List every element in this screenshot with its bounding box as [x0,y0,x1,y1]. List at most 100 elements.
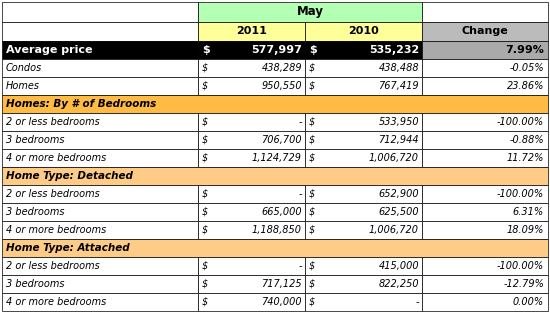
Bar [2,239,548,257]
Bar [198,185,305,203]
Text: May: May [296,5,323,18]
Bar [305,22,422,41]
Bar [422,221,548,239]
Text: 652,900: 652,900 [378,189,419,199]
Text: $: $ [202,63,208,73]
Text: $: $ [309,135,315,145]
Text: $: $ [202,45,210,55]
Text: -: - [415,297,419,307]
Text: Home Type: Detached: Home Type: Detached [6,171,133,181]
Text: -: - [299,189,302,199]
Text: 1,006,720: 1,006,720 [369,225,419,235]
Bar [198,131,305,149]
Text: 712,944: 712,944 [378,135,419,145]
Text: -0.88%: -0.88% [509,135,544,145]
Text: 717,125: 717,125 [261,279,302,289]
Text: 7.99%: 7.99% [505,45,544,55]
Bar [198,257,305,275]
Text: 4 or more bedrooms: 4 or more bedrooms [6,153,106,163]
Bar [198,22,305,41]
Bar [198,275,305,293]
Bar [305,203,422,221]
Text: -0.05%: -0.05% [509,63,544,73]
Text: 1,188,850: 1,188,850 [252,225,302,235]
Text: 950,550: 950,550 [261,81,302,91]
Bar [422,257,548,275]
Bar [198,203,305,221]
Text: 3 bedrooms: 3 bedrooms [6,279,64,289]
Text: 6.31%: 6.31% [513,207,544,217]
Bar [198,293,305,311]
Bar [198,2,422,22]
Text: -: - [299,117,302,127]
Bar [2,22,198,41]
Text: $: $ [202,189,208,199]
Bar [2,2,198,22]
Text: $: $ [202,261,208,271]
Bar [2,41,198,59]
Bar [305,41,422,59]
Bar [2,113,198,131]
Bar [305,77,422,95]
Text: 4 or more bedrooms: 4 or more bedrooms [6,225,106,235]
Text: 822,250: 822,250 [378,279,419,289]
Bar [305,149,422,167]
Text: $: $ [309,153,315,163]
Bar [198,77,305,95]
Bar [198,113,305,131]
Bar [198,59,305,77]
Text: 2 or less bedrooms: 2 or less bedrooms [6,189,100,199]
Text: $: $ [309,261,315,271]
Text: 2011: 2011 [236,26,267,36]
Bar [305,257,422,275]
Text: 577,997: 577,997 [251,45,302,55]
Text: 2 or less bedrooms: 2 or less bedrooms [6,261,100,271]
Bar [2,149,198,167]
Bar [305,113,422,131]
Bar [422,41,548,59]
Text: 438,488: 438,488 [378,63,419,73]
Text: -100.00%: -100.00% [497,261,544,271]
Bar [2,275,198,293]
Bar [305,185,422,203]
Bar [422,59,548,77]
Bar [422,203,548,221]
Text: 767,419: 767,419 [378,81,419,91]
Bar [422,22,548,41]
Bar [305,221,422,239]
Text: 3 bedrooms: 3 bedrooms [6,207,64,217]
Text: 23.86%: 23.86% [507,81,544,91]
Text: -100.00%: -100.00% [497,117,544,127]
Bar [2,131,198,149]
Text: $: $ [202,297,208,307]
Bar [422,275,548,293]
Text: 4 or more bedrooms: 4 or more bedrooms [6,297,106,307]
Bar [2,203,198,221]
Text: $: $ [309,279,315,289]
Bar [2,167,548,185]
Bar [198,41,305,59]
Bar [305,275,422,293]
Bar [305,59,422,77]
Text: $: $ [309,117,315,127]
Bar [422,185,548,203]
Bar [422,2,548,22]
Bar [198,221,305,239]
Text: 533,950: 533,950 [378,117,419,127]
Text: Average price: Average price [6,45,92,55]
Text: -100.00%: -100.00% [497,189,544,199]
Bar [305,131,422,149]
Text: Homes: By # of Bedrooms: Homes: By # of Bedrooms [6,99,156,109]
Text: -12.79%: -12.79% [503,279,544,289]
Text: Homes: Homes [6,81,40,91]
Text: $: $ [309,297,315,307]
Text: $: $ [202,279,208,289]
Bar [2,77,198,95]
Text: 665,000: 665,000 [261,207,302,217]
Text: 706,700: 706,700 [261,135,302,145]
Text: $: $ [309,207,315,217]
Bar [422,77,548,95]
Text: $: $ [202,207,208,217]
Text: 740,000: 740,000 [261,297,302,307]
Bar [422,113,548,131]
